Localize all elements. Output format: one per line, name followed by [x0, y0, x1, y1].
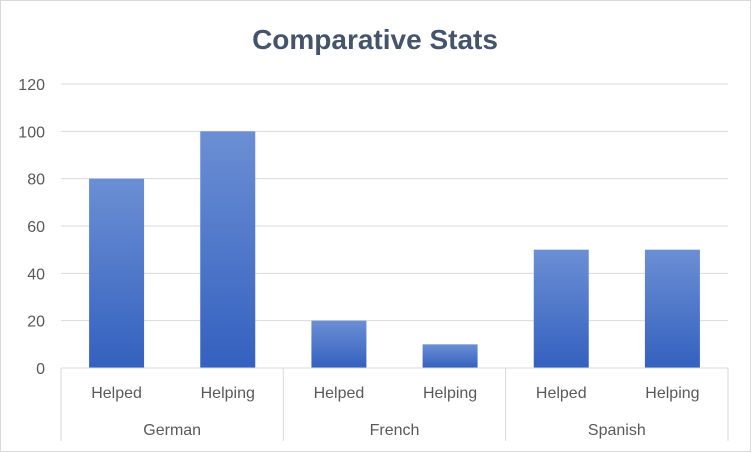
y-tick-label: 60 — [27, 219, 45, 236]
bar-spanish-helped — [533, 249, 589, 368]
bar-german-helping — [200, 131, 256, 368]
x-category-label: Helping — [201, 385, 255, 402]
gridlines — [61, 83, 728, 369]
bar-french-helped — [311, 320, 367, 368]
x-category-label: Helped — [314, 385, 365, 402]
x-category-label: Helped — [91, 385, 142, 402]
bar-spanish-helping — [644, 249, 700, 368]
chart-title: Comparative Stats — [252, 24, 498, 55]
y-tick-label: 20 — [27, 314, 45, 331]
x-axis: Helped Helping German Helped Helping French He… — [60, 367, 729, 441]
bars — [89, 131, 700, 368]
x-group-label: French — [370, 422, 420, 439]
x-category-label: Helping — [423, 385, 477, 402]
x-group-label: German — [143, 422, 201, 439]
bar-german-helped — [89, 178, 145, 368]
y-axis-ticks: 0 20 40 60 80 100 120 — [18, 77, 45, 378]
y-tick-label: 80 — [27, 172, 45, 189]
y-tick-label: 0 — [36, 361, 45, 378]
x-category-label: Helping — [645, 385, 699, 402]
x-group-label: Spanish — [588, 422, 646, 439]
x-category-label: Helped — [536, 385, 587, 402]
bar-french-helping — [422, 344, 478, 368]
y-tick-label: 40 — [27, 266, 45, 283]
y-tick-label: 100 — [18, 124, 45, 141]
y-tick-label: 120 — [18, 77, 45, 94]
